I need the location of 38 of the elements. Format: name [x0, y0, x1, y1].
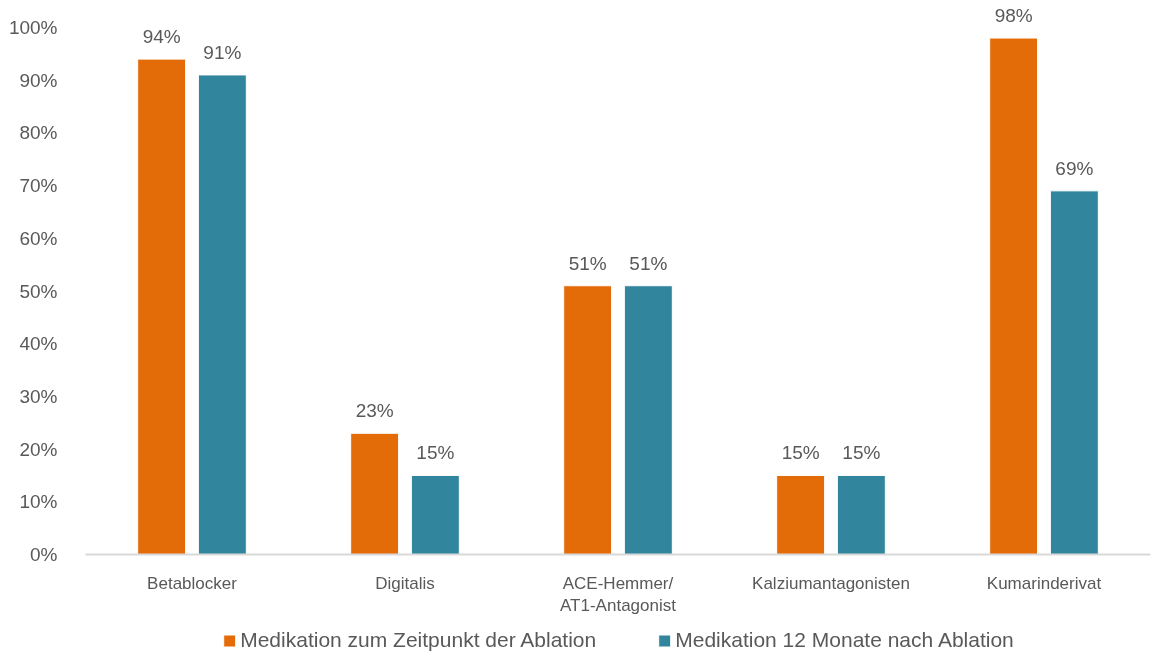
bar: [776, 474, 826, 555]
bar: [836, 474, 886, 555]
data-label: 15%: [781, 442, 820, 464]
y-tick-label: 90%: [19, 69, 58, 91]
bar: [623, 285, 673, 555]
x-tick-label: Kumarinderivat: [986, 573, 1102, 593]
data-label: 23%: [355, 400, 394, 422]
y-tick-label: 30%: [19, 385, 58, 407]
y-tick-label: 10%: [19, 491, 58, 513]
x-tick-label: Digitalis: [375, 573, 435, 593]
data-label: 91%: [203, 41, 242, 63]
y-tick-label: 50%: [19, 280, 58, 302]
data-label: 51%: [568, 252, 607, 274]
data-label: 51%: [629, 252, 668, 274]
bar: [350, 432, 400, 555]
data-label: 69%: [1055, 157, 1094, 179]
bar: [1049, 190, 1099, 555]
legend-label: Medikation 12 Monate nach Ablation: [675, 628, 1014, 652]
bar: [410, 474, 460, 555]
y-tick-label: 60%: [19, 227, 58, 249]
x-tick-label: Betablocker: [147, 573, 238, 593]
data-label: 15%: [416, 442, 455, 464]
y-tick-label: 70%: [19, 175, 58, 197]
legend-label: Medikation zum Zeitpunkt der Ablation: [240, 628, 597, 652]
bar: [197, 74, 247, 555]
y-tick-label: 80%: [19, 122, 58, 144]
bar: [137, 58, 187, 555]
bar: [989, 37, 1039, 555]
data-label: 94%: [142, 26, 181, 48]
y-tick-label: 0%: [30, 544, 58, 565]
y-tick-label: 100%: [8, 17, 58, 38]
bar: [563, 285, 613, 555]
x-tick-label: Kalziumantagonisten: [752, 573, 910, 593]
y-tick-label: 40%: [19, 333, 58, 355]
y-tick-label: 20%: [19, 438, 58, 460]
data-label: 98%: [994, 5, 1033, 27]
data-label: 15%: [842, 442, 881, 464]
x-tick-label: ACE-Hemmer/AT1-Antagonist: [560, 573, 677, 616]
